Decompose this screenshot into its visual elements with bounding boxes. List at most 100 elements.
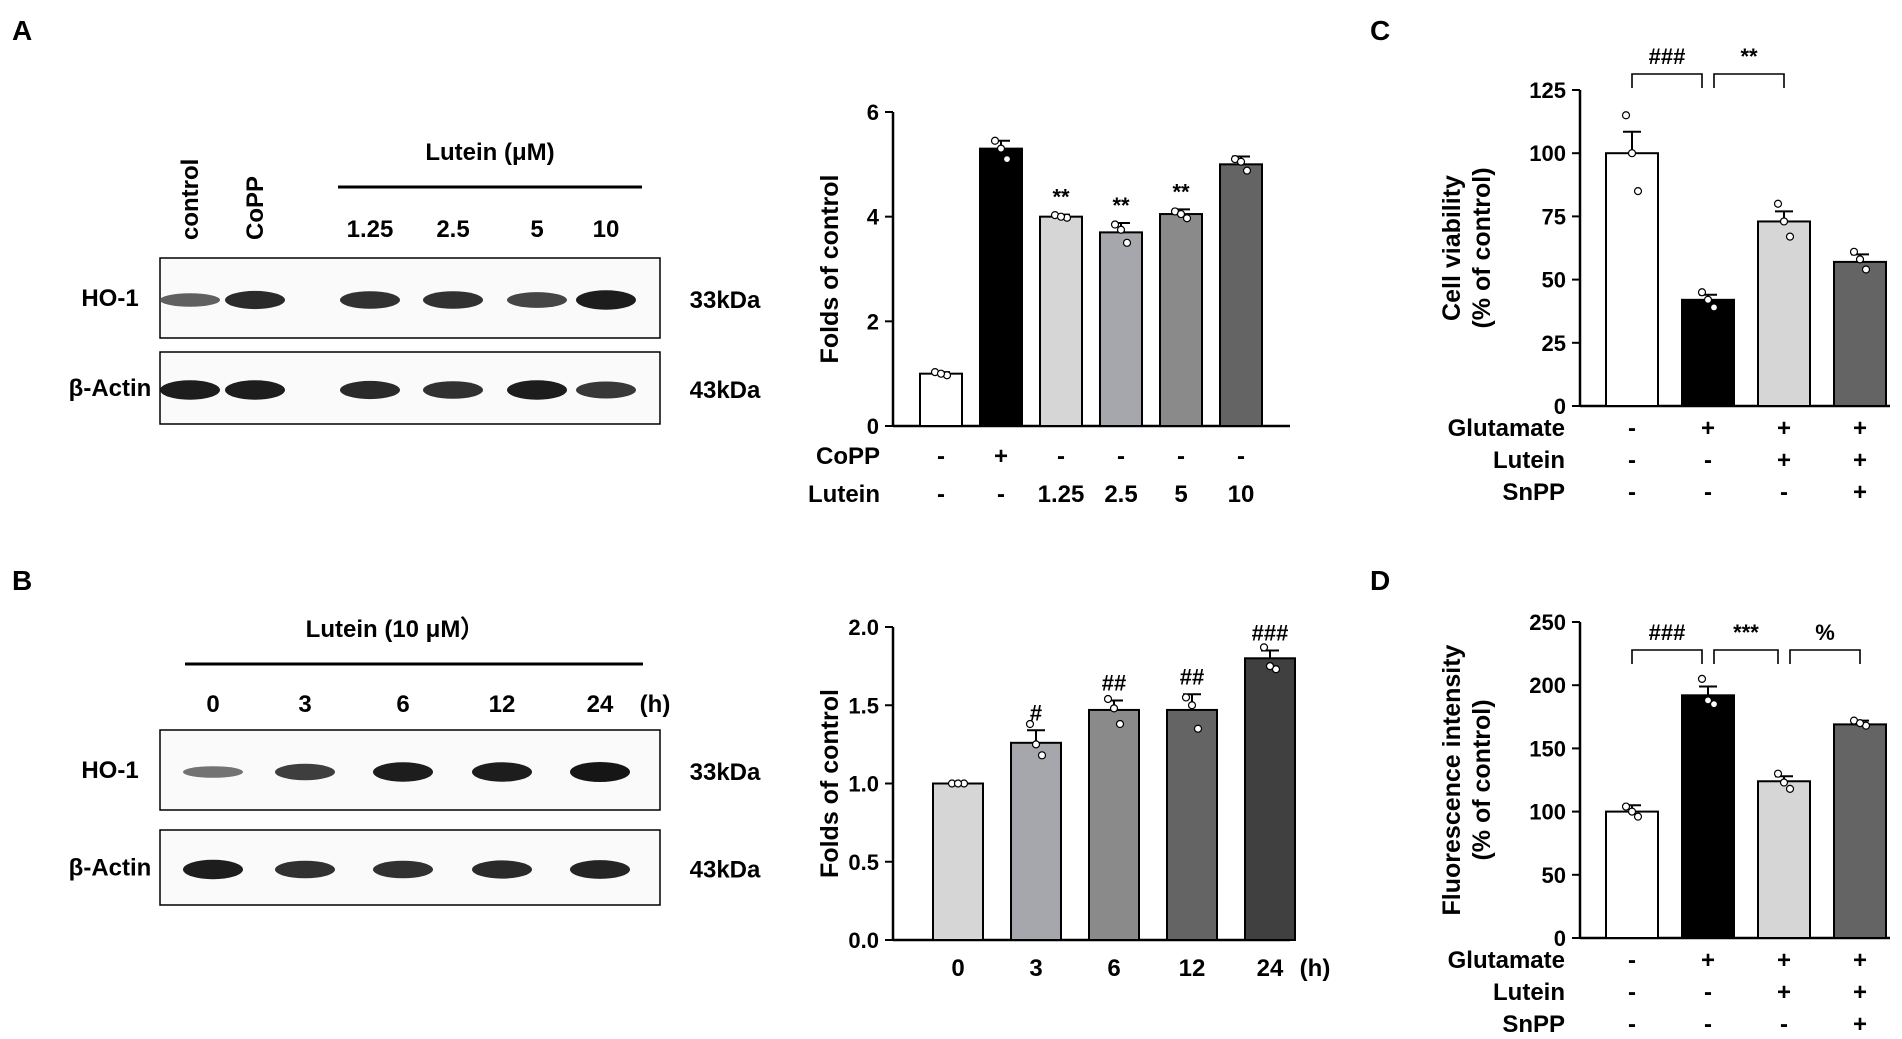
a-band-1-0 xyxy=(160,380,220,400)
D-y-tick-label-1: 50 xyxy=(1542,863,1566,888)
B-bar-4 xyxy=(1244,657,1296,941)
B-point-3-0 xyxy=(1181,693,1191,702)
b-band-0-1 xyxy=(275,763,335,781)
B-point-2-2 xyxy=(1109,704,1119,713)
D-table-cell-0-3: + xyxy=(1853,947,1867,974)
A-point-3-2 xyxy=(1116,225,1126,234)
B-sig-1: # xyxy=(1030,700,1042,725)
western-blot-a: control CoPP Lutein (μM) 1.25 2.5 5 10 HO-1 33kD… xyxy=(69,139,761,425)
C-point-3-0 xyxy=(1849,247,1859,256)
A-point-0-2 xyxy=(936,369,946,378)
C-bracket-1 xyxy=(1713,73,1785,88)
D-bar-0 xyxy=(1605,810,1659,939)
a-band-0-3 xyxy=(423,291,483,309)
b-band-1-0 xyxy=(183,859,243,880)
C-point-1-0 xyxy=(1697,288,1707,297)
D-table-cell-0-1: + xyxy=(1701,947,1715,974)
D-bracket-2 xyxy=(1789,649,1861,664)
A-sig-4: ** xyxy=(1172,179,1190,204)
D-bar-3 xyxy=(1833,723,1887,939)
A-bar-5 xyxy=(1219,163,1263,427)
B-point-2-0 xyxy=(1103,694,1113,704)
A-table-cell-0-1: + xyxy=(994,443,1008,470)
A-table-cell-0-2: - xyxy=(1057,443,1065,470)
lutein-group-title-a: Lutein (μM) xyxy=(425,139,554,166)
B-x-tick-label-0: 0 xyxy=(951,955,964,982)
C-bracket-label-1: ** xyxy=(1740,44,1758,69)
B-x-unit: (h) xyxy=(1300,955,1331,982)
D-point-2-0 xyxy=(1773,769,1783,778)
lane-label-b-2: 6 xyxy=(396,691,409,718)
D-y-tick-label-0: 0 xyxy=(1554,926,1566,951)
B-point-1-0 xyxy=(1025,719,1035,729)
C-y-axis-label-1: (% of control) xyxy=(1468,167,1496,328)
B-x-tick-label-4: 24 xyxy=(1257,955,1284,982)
a-band-1-5 xyxy=(576,381,636,399)
D-table-cell-2-2: - xyxy=(1780,1011,1788,1038)
a-band-0-4 xyxy=(507,292,567,308)
lane-label-a-2: 1.25 xyxy=(347,216,394,243)
A-y-axis-label: Folds of control xyxy=(816,175,844,364)
b-band-1-3 xyxy=(472,860,532,879)
time-unit-b: (h) xyxy=(640,691,671,718)
C-table-cell-2-2: - xyxy=(1780,479,1788,506)
row-mw-b-1: 43kDa xyxy=(690,857,761,884)
B-point-4-2 xyxy=(1265,662,1275,671)
C-bar-0 xyxy=(1605,152,1659,407)
row-name-b-1: β-Actin xyxy=(69,855,152,882)
D-point-0-0 xyxy=(1621,802,1631,811)
C-table-cell-1-2: + xyxy=(1777,447,1791,474)
D-table-cell-1-2: + xyxy=(1777,979,1791,1006)
b-band-1-2 xyxy=(373,860,433,879)
A-bar-0 xyxy=(919,372,963,427)
D-bracket-1 xyxy=(1713,649,1779,664)
A-point-4-1 xyxy=(1182,214,1192,223)
A-table-cell-1-2: 1.25 xyxy=(1038,481,1085,508)
C-point-2-0 xyxy=(1773,199,1783,208)
D-point-2-2 xyxy=(1779,778,1789,787)
A-y-tick-label-1: 2 xyxy=(867,309,879,334)
A-table-cell-0-0: - xyxy=(937,443,945,470)
B-y-tick-label-3: 1.5 xyxy=(848,693,879,718)
A-point-1-1 xyxy=(1002,155,1012,164)
B-point-0-2 xyxy=(953,779,963,788)
a-band-0-1 xyxy=(225,290,285,310)
lane-label-b-1: 3 xyxy=(298,691,311,718)
B-y-tick-label-4: 2.0 xyxy=(848,615,879,640)
row-mw-a-1: 43kDa xyxy=(690,377,761,404)
B-y-axis-label: Folds of control xyxy=(816,689,844,878)
A-table-cell-0-4: - xyxy=(1177,443,1185,470)
D-bracket-label-1: *** xyxy=(1733,620,1759,645)
A-y-tick-label-2: 4 xyxy=(867,205,880,230)
lane-label-b-3: 12 xyxy=(489,691,516,718)
C-table-cell-2-0: - xyxy=(1628,479,1636,506)
lutein-group-title-b: Lutein (10 μM） xyxy=(306,616,485,643)
C-y-tick-label-3: 75 xyxy=(1542,204,1566,229)
B-sig-3: ## xyxy=(1180,664,1204,689)
D-point-1-1 xyxy=(1709,700,1719,709)
A-point-3-1 xyxy=(1122,238,1132,247)
a-band-0-5 xyxy=(576,290,636,310)
A-sig-2: ** xyxy=(1052,185,1070,210)
row-name-b-0: HO-1 xyxy=(81,757,138,784)
C-y-tick-label-1: 25 xyxy=(1542,331,1566,356)
A-bar-4 xyxy=(1159,213,1203,427)
C-bar-2 xyxy=(1757,220,1811,407)
C-table-cell-2-3: + xyxy=(1853,479,1867,506)
B-sig-2: ## xyxy=(1102,671,1126,696)
C-table-label-1: Lutein xyxy=(1493,447,1565,474)
D-table-label-1: Lutein xyxy=(1493,979,1565,1006)
b-band-1-1 xyxy=(275,860,335,879)
A-point-5-2 xyxy=(1236,157,1246,166)
A-y-tick-label-3: 6 xyxy=(867,100,879,125)
B-bar-2 xyxy=(1088,708,1140,941)
D-point-1-0 xyxy=(1697,674,1707,683)
A-point-5-1 xyxy=(1242,166,1252,175)
b-band-0-4 xyxy=(570,762,630,782)
B-point-1-2 xyxy=(1031,740,1041,749)
A-table-label-0: CoPP xyxy=(816,443,880,470)
row-mw-a-0: 33kDa xyxy=(690,287,761,314)
lane-label-a-3: 2.5 xyxy=(436,216,469,243)
D-bracket-label-2: % xyxy=(1815,620,1835,645)
